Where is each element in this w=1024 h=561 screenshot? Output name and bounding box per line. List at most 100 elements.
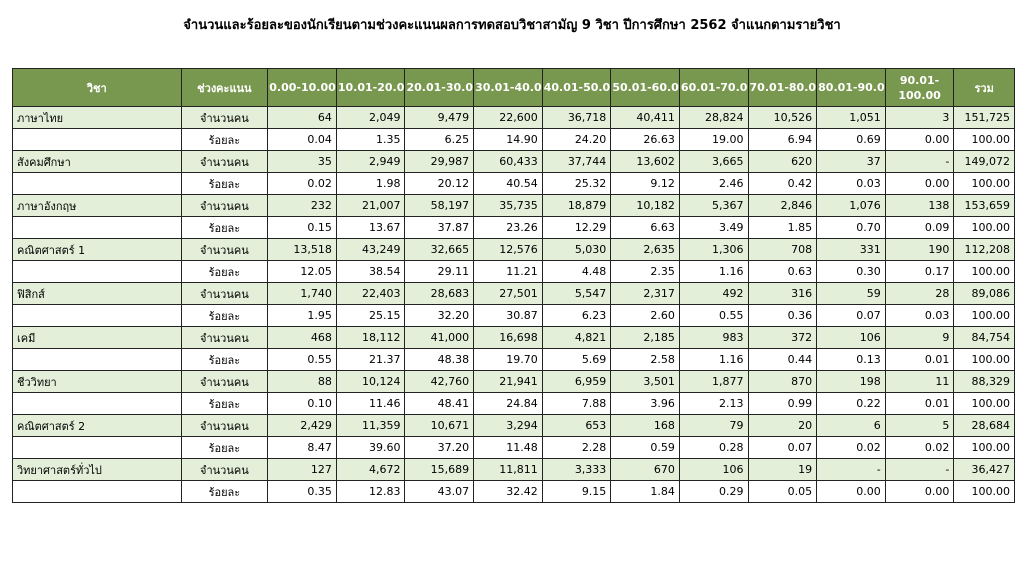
value-cell: 25.32 (541, 172, 612, 195)
value-cell: 0.01 (884, 392, 955, 415)
value-cell: 13.67 (335, 216, 406, 239)
value-cell: 100.00 (953, 348, 1015, 371)
value-cell: 620 (747, 150, 818, 173)
value-cell: 316 (747, 282, 818, 305)
value-cell: 11,359 (335, 414, 406, 437)
value-cell: 151,725 (953, 106, 1015, 129)
value-cell: 198 (816, 370, 886, 393)
table-row: ร้อยละ 12.05 38.54 29.11 11.21 4.48 2.35 1.16 0.… (12, 260, 1015, 283)
value-cell: 24.20 (541, 128, 612, 151)
value-cell: 0.00 (816, 480, 886, 503)
value-cell: 0.00 (884, 128, 955, 151)
value-cell: 7.88 (541, 392, 612, 415)
measure-label: ร้อยละ (180, 172, 269, 195)
value-cell: 21,941 (473, 370, 543, 393)
value-cell: 100.00 (953, 480, 1015, 503)
subject-cell: ชีววิทยา (12, 370, 182, 393)
value-cell: 100.00 (953, 216, 1015, 239)
value-cell: 1,051 (816, 106, 886, 129)
measure-label: จำนวนคน (180, 106, 269, 129)
value-cell: 37.20 (404, 436, 475, 459)
value-cell: 2.35 (610, 260, 680, 283)
value-cell: 32.20 (404, 304, 475, 327)
value-cell: 38.54 (335, 260, 406, 283)
value-cell: 6.63 (610, 216, 680, 239)
value-cell: 32,665 (404, 238, 475, 261)
measure-label: ร้อยละ (180, 480, 269, 503)
value-cell: 22,600 (473, 106, 543, 129)
value-cell: 1.98 (335, 172, 406, 195)
value-cell: 100.00 (953, 172, 1015, 195)
value-cell: 43.07 (404, 480, 475, 503)
value-cell: 42,760 (404, 370, 475, 393)
value-cell: 653 (541, 414, 612, 437)
table-row: ภาษาอังกฤษ จำนวนคน 232 21,007 58,197 35,735 18… (12, 194, 1015, 217)
table-row: สังคมศึกษา จำนวนคน 35 2,949 29,987 60,433 37,7… (12, 150, 1015, 173)
value-cell: - (884, 150, 955, 173)
value-cell: 0.07 (816, 304, 886, 327)
value-cell: 32.42 (473, 480, 543, 503)
table-row: คณิตศาสตร์ 1 จำนวนคน 13,518 43,249 32,665 12,… (12, 238, 1015, 261)
value-cell: 2,429 (267, 414, 337, 437)
column-header: 90.01-100.00 (884, 68, 955, 107)
value-cell: 40.54 (473, 172, 543, 195)
column-header: 70.01-80.00 (747, 68, 818, 107)
value-cell: 2.28 (541, 436, 612, 459)
value-cell: 26.63 (610, 128, 680, 151)
value-cell: 0.63 (747, 260, 818, 283)
value-cell: 1.85 (747, 216, 818, 239)
value-cell: 138 (884, 194, 955, 217)
value-cell: 0.69 (816, 128, 886, 151)
value-cell: 59 (816, 282, 886, 305)
value-cell: 0.59 (610, 436, 680, 459)
value-cell: 1.84 (610, 480, 680, 503)
value-cell: 100.00 (953, 304, 1015, 327)
value-cell: 88 (267, 370, 337, 393)
value-cell: 6 (816, 414, 886, 437)
value-cell: 3 (884, 106, 955, 129)
table-row: เคมี จำนวนคน 468 18,112 41,000 16,698 4,821 2,1… (12, 326, 1015, 349)
value-cell: 21.37 (335, 348, 406, 371)
value-cell: 0.22 (816, 392, 886, 415)
value-cell: 10,124 (335, 370, 406, 393)
value-cell: 39.60 (335, 436, 406, 459)
value-cell: 3,665 (678, 150, 749, 173)
subject-cell: เคมี (12, 326, 182, 349)
value-cell: 100.00 (953, 392, 1015, 415)
column-header: 0.00-10.00 (267, 68, 337, 107)
value-cell: 88,329 (953, 370, 1015, 393)
value-cell: 2.58 (610, 348, 680, 371)
value-cell: 11,811 (473, 458, 543, 481)
value-cell: 5,367 (678, 194, 749, 217)
value-cell: 12.83 (335, 480, 406, 503)
column-header: 20.01-30.00 (404, 68, 475, 107)
value-cell: 5.69 (541, 348, 612, 371)
subject-cell (12, 392, 182, 415)
value-cell: 0.15 (267, 216, 337, 239)
value-cell: 11.46 (335, 392, 406, 415)
value-cell: 11.48 (473, 436, 543, 459)
value-cell: 3,501 (610, 370, 680, 393)
value-cell: 24.84 (473, 392, 543, 415)
value-cell: 28,684 (953, 414, 1015, 437)
table-row: คณิตศาสตร์ 2 จำนวนคน 2,429 11,359 10,671 3,29… (12, 414, 1015, 437)
value-cell: 2,635 (610, 238, 680, 261)
value-cell: 18,112 (335, 326, 406, 349)
value-cell: 9 (884, 326, 955, 349)
table-row: ร้อยละ 0.35 12.83 43.07 32.42 9.15 1.84 0.29 0.0… (12, 480, 1015, 503)
value-cell: 983 (678, 326, 749, 349)
value-cell: 0.03 (884, 304, 955, 327)
column-header: 60.01-70.00 (678, 68, 749, 107)
table-row: ร้อยละ 0.55 21.37 48.38 19.70 5.69 2.58 1.16 0.4… (12, 348, 1015, 371)
value-cell: 112,208 (953, 238, 1015, 261)
value-cell: 11 (884, 370, 955, 393)
value-cell: 12,576 (473, 238, 543, 261)
value-cell: 6.94 (747, 128, 818, 151)
table-row: ภาษาไทย จำนวนคน 64 2,049 9,479 22,600 36,718 40… (12, 106, 1015, 129)
value-cell: 48.41 (404, 392, 475, 415)
value-cell: 6.23 (541, 304, 612, 327)
value-cell: 0.70 (816, 216, 886, 239)
value-cell: 2,049 (335, 106, 406, 129)
value-cell: 10,671 (404, 414, 475, 437)
value-cell: 13,518 (267, 238, 337, 261)
